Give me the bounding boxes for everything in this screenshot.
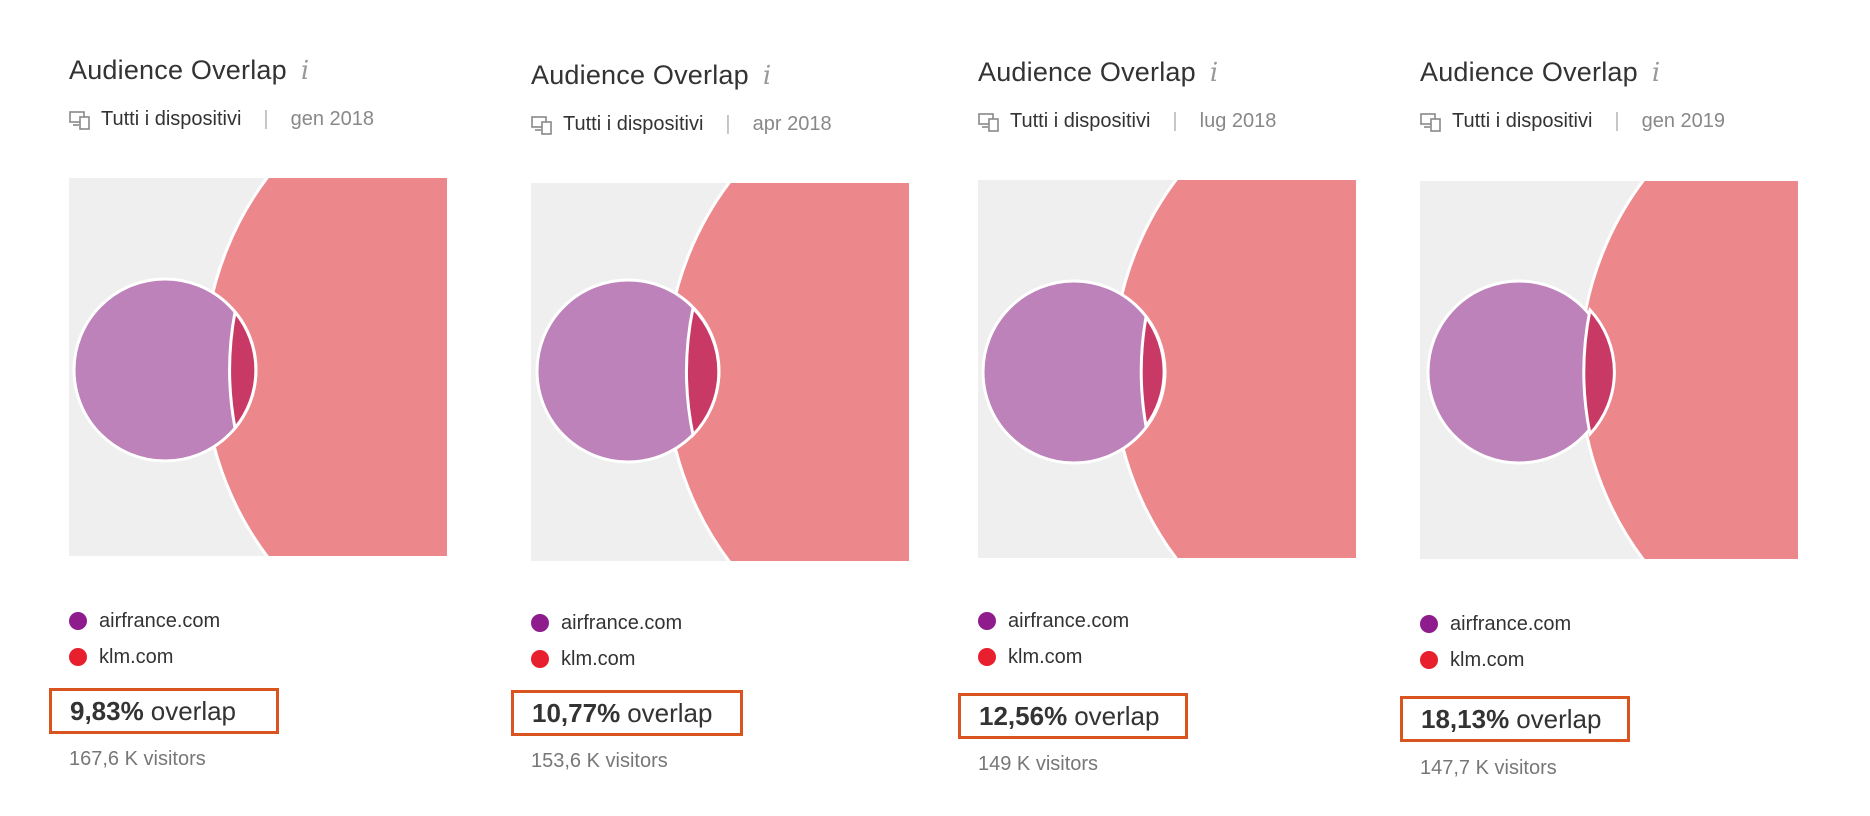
legend-label-airfrance: airfrance.com — [561, 611, 683, 634]
panel-title: Audience Overlap — [978, 57, 1196, 87]
legend-label-airfrance: airfrance.com — [99, 609, 221, 632]
divider: | — [725, 113, 731, 135]
info-icon[interactable]: i — [1651, 57, 1661, 88]
legend-item-airfrance: airfrance.com — [1420, 606, 1571, 642]
legend-dot-klm — [1420, 651, 1438, 669]
divider: | — [1614, 110, 1620, 132]
visitors-count: 149 K visitors — [978, 753, 1099, 775]
info-icon[interactable]: i — [1209, 57, 1219, 88]
legend-item-airfrance: airfrance.com — [531, 605, 682, 641]
title-row: Audience Overlap i — [69, 55, 309, 86]
overlap-word: overlap — [1074, 700, 1160, 731]
overlap-word: overlap — [1516, 703, 1602, 734]
title-row: Audience Overlap i — [978, 57, 1218, 88]
venn-circle-airfrance — [981, 279, 1167, 465]
legend-item-klm: klm.com — [69, 639, 220, 675]
venn-intersection — [685, 304, 721, 439]
overlap-highlight: 10,77% overlap — [511, 690, 743, 736]
filter-meta: Tutti i dispositivi | gen 2018 — [69, 108, 374, 131]
venn-intersection — [1582, 306, 1616, 438]
legend-label-klm: klm.com — [99, 645, 174, 668]
devices-icon — [1420, 112, 1441, 132]
filter-meta: Tutti i dispositivi | gen 2019 — [1420, 110, 1725, 133]
visitors-count: 153,6 K visitors — [531, 750, 668, 772]
legend: airfrance.com klm.com — [531, 605, 682, 677]
venn-diagram — [978, 180, 1356, 558]
legend-item-klm: klm.com — [531, 641, 682, 677]
panel-title: Audience Overlap — [1420, 57, 1638, 87]
date-label[interactable]: lug 2018 — [1199, 110, 1277, 132]
divider: | — [263, 108, 269, 130]
devices-icon — [69, 110, 90, 130]
legend-item-airfrance: airfrance.com — [69, 603, 220, 639]
overlap-percentage: 9,83% — [70, 695, 144, 726]
title-row: Audience Overlap i — [1420, 57, 1660, 88]
venn-intersection — [228, 308, 258, 432]
filter-meta: Tutti i dispositivi | apr 2018 — [531, 113, 832, 136]
panel-2: Audience Overlap i Tutti i dispositivi |… — [958, 0, 1408, 816]
legend-label-klm: klm.com — [561, 647, 636, 670]
panel-title: Audience Overlap — [531, 60, 749, 90]
date-label[interactable]: apr 2018 — [752, 113, 832, 135]
overlap-highlight: 12,56% overlap — [958, 693, 1188, 739]
panel-1: Audience Overlap i Tutti i dispositivi |… — [511, 0, 961, 816]
visitors-count: 147,7 K visitors — [1420, 757, 1557, 779]
device-filter[interactable]: Tutti i dispositivi — [1010, 110, 1151, 132]
title-row: Audience Overlap i — [531, 60, 771, 91]
overlap-word: overlap — [150, 695, 237, 726]
legend-item-airfrance: airfrance.com — [978, 603, 1129, 639]
legend-dot-airfrance — [69, 612, 87, 630]
venn-intersection — [1139, 313, 1166, 430]
legend-label-klm: klm.com — [1008, 645, 1083, 668]
legend: airfrance.com klm.com — [69, 603, 220, 675]
venn-diagram — [531, 183, 909, 561]
legend-dot-airfrance — [1420, 615, 1438, 633]
legend-item-klm: klm.com — [1420, 642, 1571, 678]
date-label[interactable]: gen 2019 — [1641, 110, 1726, 132]
device-filter[interactable]: Tutti i dispositivi — [101, 108, 242, 130]
legend: airfrance.com klm.com — [1420, 606, 1571, 678]
visitors-count: 167,6 K visitors — [69, 748, 206, 770]
info-icon[interactable]: i — [762, 60, 772, 91]
devices-icon — [978, 112, 999, 132]
overlap-highlight: 18,13% overlap — [1400, 696, 1630, 742]
info-icon[interactable]: i — [300, 55, 310, 86]
legend-label-airfrance: airfrance.com — [1450, 612, 1572, 635]
devices-icon — [531, 115, 552, 135]
venn-diagram — [69, 178, 447, 556]
filter-meta: Tutti i dispositivi | lug 2018 — [978, 110, 1276, 133]
device-filter[interactable]: Tutti i dispositivi — [563, 113, 704, 135]
legend-dot-klm — [531, 650, 549, 668]
legend-label-airfrance: airfrance.com — [1008, 609, 1130, 632]
panel-0: Audience Overlap i Tutti i dispositivi |… — [49, 0, 499, 816]
overlap-percentage: 18,13% — [1421, 703, 1510, 734]
overlap-highlight: 9,83% overlap — [49, 688, 279, 734]
overlap-percentage: 12,56% — [979, 700, 1068, 731]
legend-dot-airfrance — [531, 614, 549, 632]
date-label[interactable]: gen 2018 — [290, 108, 375, 130]
legend-item-klm: klm.com — [978, 639, 1129, 675]
legend-label-klm: klm.com — [1450, 648, 1525, 671]
panel-3: Audience Overlap i Tutti i dispositivi |… — [1400, 0, 1850, 816]
divider: | — [1172, 110, 1178, 132]
legend-dot-klm — [978, 648, 996, 666]
device-filter[interactable]: Tutti i dispositivi — [1452, 110, 1593, 132]
overlap-word: overlap — [627, 697, 713, 728]
venn-diagram — [1420, 181, 1798, 559]
legend-dot-klm — [69, 648, 87, 666]
legend-dot-airfrance — [978, 612, 996, 630]
legend: airfrance.com klm.com — [978, 603, 1129, 675]
overlap-percentage: 10,77% — [532, 697, 621, 728]
panel-title: Audience Overlap — [69, 55, 287, 85]
